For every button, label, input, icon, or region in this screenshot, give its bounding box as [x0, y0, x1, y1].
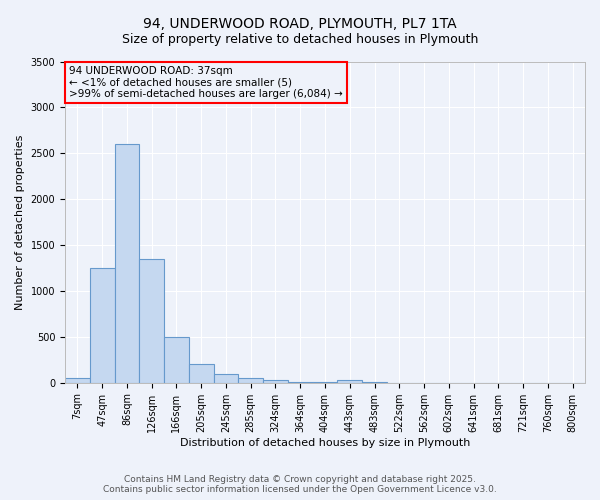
Bar [115, 144, 139, 382]
Text: Contains HM Land Registry data © Crown copyright and database right 2025.
Contai: Contains HM Land Registry data © Crown c… [103, 474, 497, 494]
Bar [164, 337, 189, 382]
Bar [139, 259, 164, 382]
Bar [90, 268, 115, 382]
Bar [214, 374, 238, 382]
Bar [337, 380, 362, 382]
Bar [238, 378, 263, 382]
Text: 94 UNDERWOOD ROAD: 37sqm
← <1% of detached houses are smaller (5)
>99% of semi-d: 94 UNDERWOOD ROAD: 37sqm ← <1% of detach… [69, 66, 343, 100]
Text: 94, UNDERWOOD ROAD, PLYMOUTH, PL7 1TA: 94, UNDERWOOD ROAD, PLYMOUTH, PL7 1TA [143, 18, 457, 32]
Y-axis label: Number of detached properties: Number of detached properties [15, 134, 25, 310]
Bar [263, 380, 288, 382]
Text: Size of property relative to detached houses in Plymouth: Size of property relative to detached ho… [122, 32, 478, 46]
Bar [189, 364, 214, 382]
X-axis label: Distribution of detached houses by size in Plymouth: Distribution of detached houses by size … [180, 438, 470, 448]
Bar [65, 378, 90, 382]
